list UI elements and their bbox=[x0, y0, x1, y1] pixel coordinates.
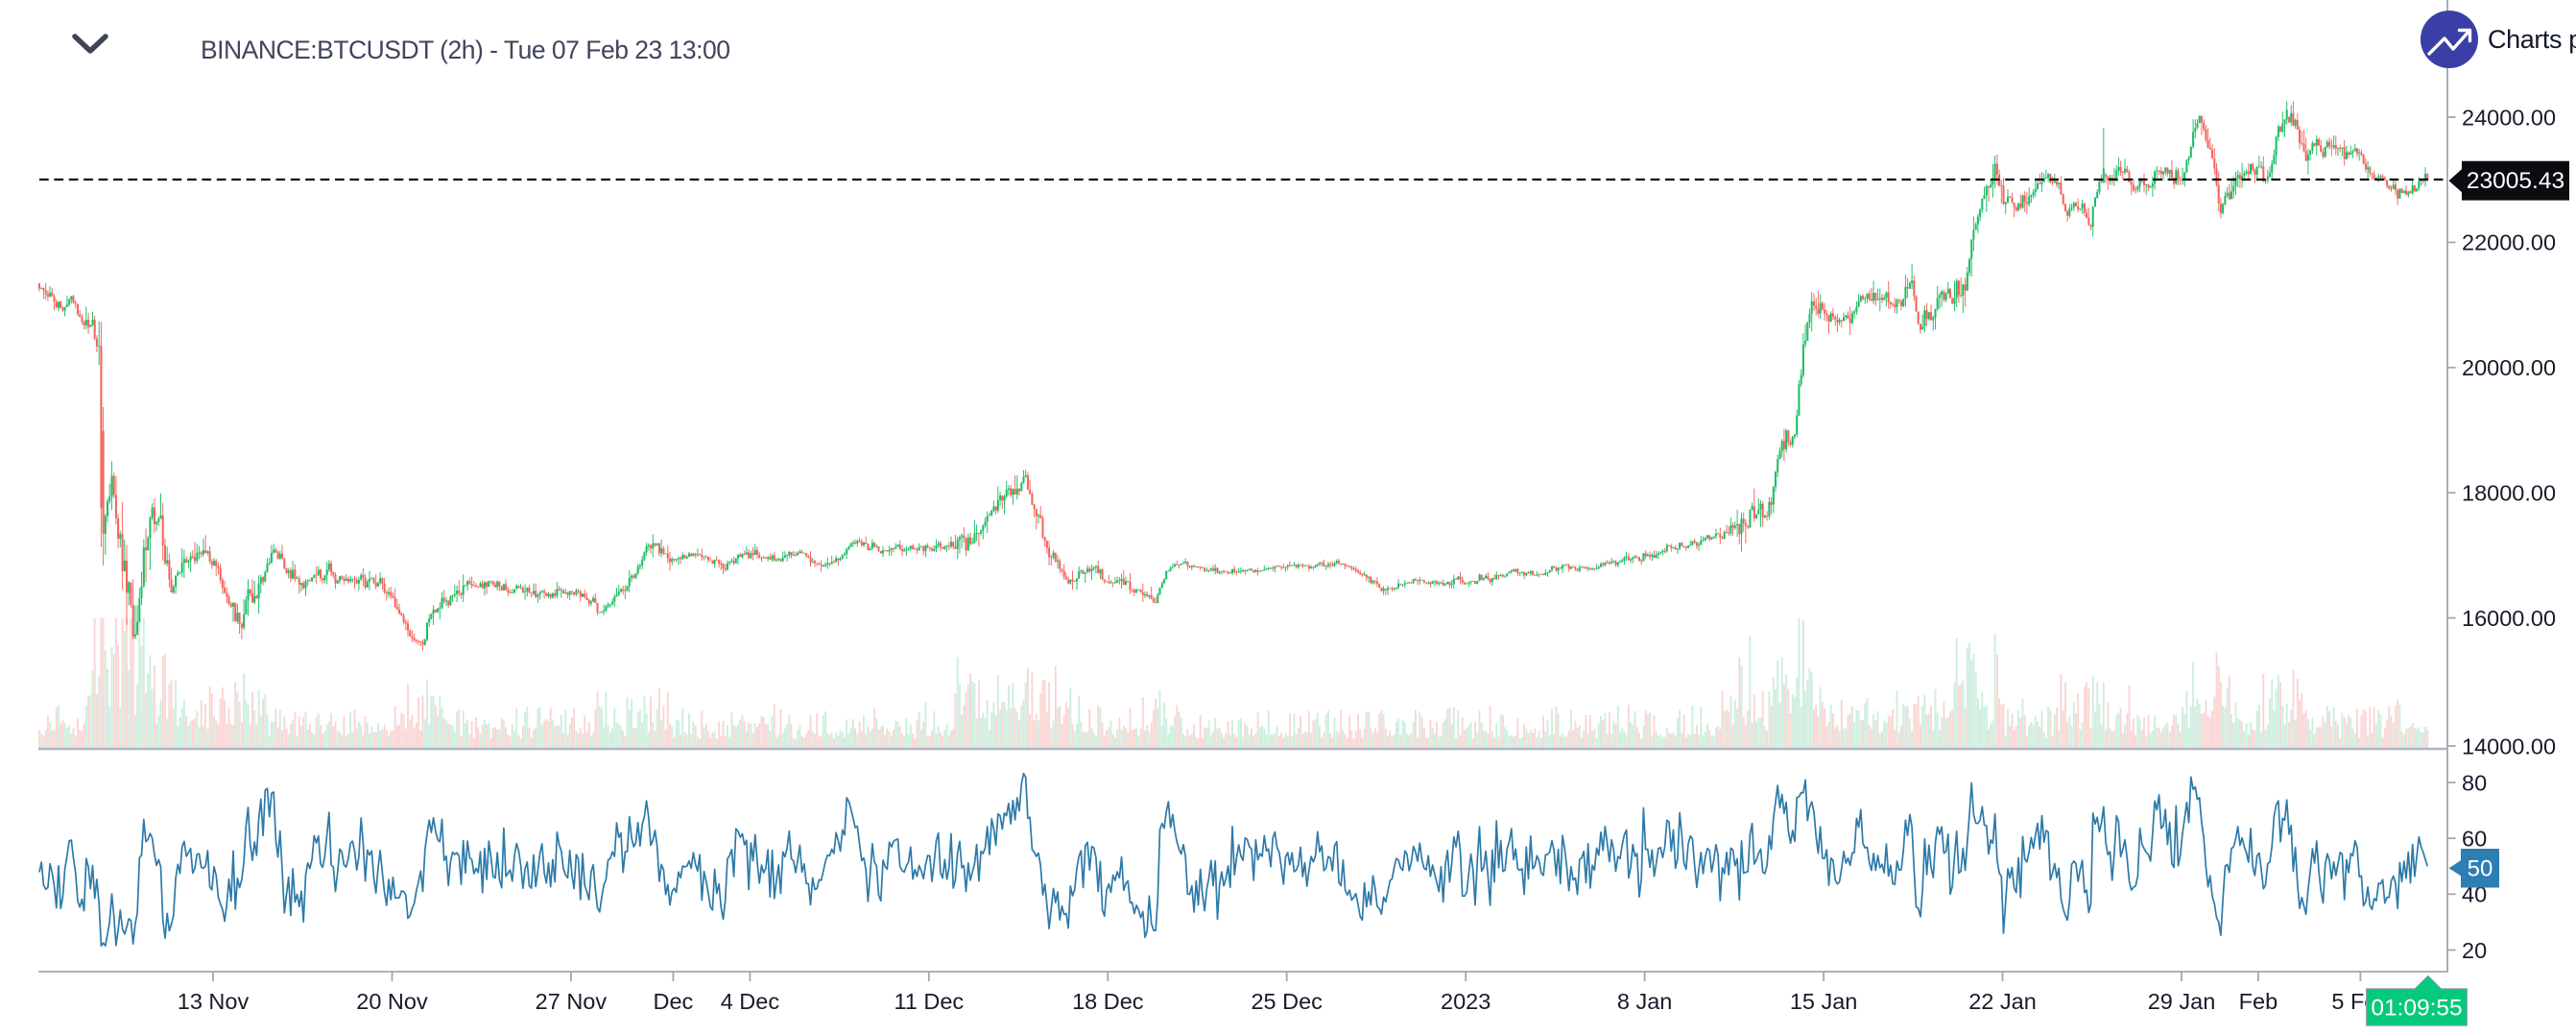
svg-text:BINANCE:BTCUSDT (2h) - Tue 07: BINANCE:BTCUSDT (2h) - Tue 07 Feb 23 13:… bbox=[201, 36, 729, 64]
svg-text:01:09:55: 01:09:55 bbox=[2371, 996, 2462, 1022]
svg-text:2023: 2023 bbox=[1441, 989, 1491, 1014]
svg-text:22000.00: 22000.00 bbox=[2462, 230, 2556, 255]
svg-text:Charts powered by: Charts powered by bbox=[2488, 25, 2576, 54]
svg-text:18 Dec: 18 Dec bbox=[1072, 989, 1144, 1014]
svg-text:15 Jan: 15 Jan bbox=[1790, 989, 1858, 1014]
svg-text:18000.00: 18000.00 bbox=[2462, 481, 2556, 506]
svg-text:Feb: Feb bbox=[2239, 989, 2278, 1014]
svg-text:20: 20 bbox=[2462, 938, 2487, 963]
svg-text:11 Dec: 11 Dec bbox=[894, 989, 964, 1014]
svg-text:13 Nov: 13 Nov bbox=[178, 989, 250, 1014]
svg-text:16000.00: 16000.00 bbox=[2462, 606, 2556, 631]
svg-text:50: 50 bbox=[2468, 856, 2493, 882]
svg-text:4 Dec: 4 Dec bbox=[721, 989, 780, 1014]
svg-text:14000.00: 14000.00 bbox=[2462, 734, 2556, 758]
svg-text:24000.00: 24000.00 bbox=[2462, 105, 2556, 130]
svg-text:22 Jan: 22 Jan bbox=[1968, 989, 2037, 1014]
svg-text:23005.43: 23005.43 bbox=[2467, 168, 2564, 194]
svg-text:25 Dec: 25 Dec bbox=[1251, 989, 1323, 1014]
svg-text:8 Jan: 8 Jan bbox=[1617, 989, 1673, 1014]
svg-text:20 Nov: 20 Nov bbox=[356, 989, 428, 1014]
svg-text:20000.00: 20000.00 bbox=[2462, 355, 2556, 380]
svg-text:29 Jan: 29 Jan bbox=[2148, 989, 2216, 1014]
svg-text:Dec: Dec bbox=[654, 989, 694, 1014]
svg-text:80: 80 bbox=[2462, 770, 2487, 795]
svg-text:27 Nov: 27 Nov bbox=[536, 989, 608, 1014]
svg-text:60: 60 bbox=[2462, 826, 2487, 851]
